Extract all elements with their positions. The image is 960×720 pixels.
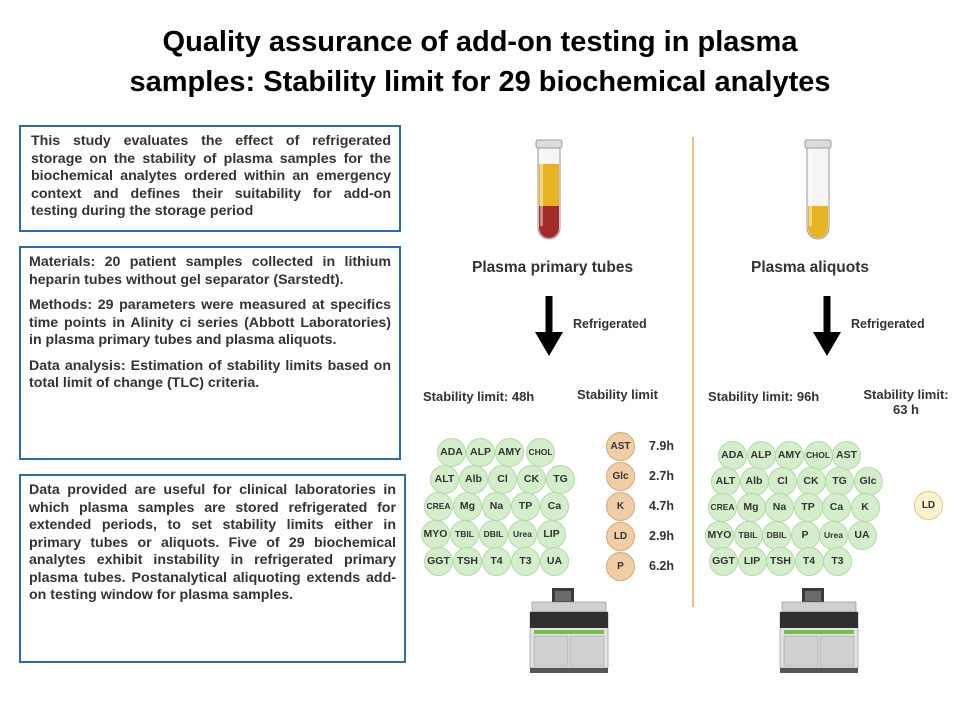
analyte-chol-circle: CHOL [803, 441, 833, 470]
poster-title: Quality assurance of add-on testing in p… [0, 22, 960, 102]
analyte-tg-circle: TG [825, 467, 854, 496]
analyte-tbil-circle: TBIL [450, 520, 479, 549]
methods-box: Materials: 20 patient samples collected … [19, 246, 401, 460]
aliquot-label: Plasma aliquots [751, 259, 870, 276]
aliquot-arrow-down-icon [813, 296, 841, 356]
analyte-alb-circle: Alb [459, 465, 488, 494]
analyte-alp-circle: ALP [746, 441, 776, 470]
analyte-tsh-circle: TSH [766, 547, 795, 576]
analyte-tp-circle: TP [793, 493, 823, 522]
aliquot-unstable-analyte: LD [914, 491, 943, 520]
analyte-tp-circle: TP [511, 492, 540, 521]
analyte-tsh-circle: TSH [453, 547, 482, 576]
analyte-k-circle: K [850, 493, 880, 522]
analyte-stability-hours: 7.9h [649, 439, 675, 453]
analyte-k-unstable-circle: K [606, 492, 635, 521]
title-line-2: samples: Stability limit for 29 biochemi… [129, 66, 831, 98]
analyte-crea-circle: CREA [424, 492, 453, 521]
analyte-alp-circle: ALP [466, 438, 495, 467]
title-line-1: Quality assurance of add-on testing in p… [162, 26, 798, 58]
analyte-tbil-circle: TBIL [733, 521, 763, 550]
primary-unstable-label: Stability limit [577, 387, 658, 402]
conclusion-box: Data provided are useful for clinical la… [19, 474, 406, 663]
analyzer-instrument-icon [779, 588, 859, 673]
primary-arrow-down-icon [535, 296, 563, 356]
aliquot-unstable-label-line1: Stability limit: [863, 387, 949, 402]
analyte-stability-hours: 2.9h [649, 529, 675, 543]
intro-text: This study evaluates the effect of refri… [31, 133, 391, 219]
analyte-amy-circle: AMY [495, 438, 524, 467]
aliquot-refrigerated-label: Refrigerated [851, 317, 925, 331]
analyte-dbil-circle: DBIL [762, 521, 791, 550]
analyte-mg-circle: Mg [736, 493, 766, 522]
primary-tube-icon [535, 139, 563, 240]
analyte-myo-circle: MYO [421, 520, 450, 549]
analyte-lip-circle: LIP [537, 520, 566, 549]
analyte-ua-circle: UA [847, 521, 877, 550]
methods-text: Methods: 29 parameters were measured at … [29, 297, 391, 348]
aliquot-stability-label: Stability limit: 96h [708, 389, 820, 404]
analyte-ck-circle: CK [517, 465, 546, 494]
analyte-cl-circle: Cl [768, 467, 797, 496]
analyte-ggt-circle: GGT [424, 547, 453, 576]
analyte-t4-circle: T4 [794, 547, 824, 576]
analyte-t4-circle: T4 [482, 547, 511, 576]
analyte-glc-circle: Glc [853, 467, 883, 496]
analyte-stability-hours: 4.7h [649, 499, 675, 513]
analyte-mg-circle: Mg [453, 492, 482, 521]
analyte-tg-circle: TG [546, 465, 575, 494]
analyte-alt-circle: ALT [711, 467, 740, 496]
analyte-t3-circle: T3 [823, 547, 852, 576]
analyte-ld-unstable-circle: LD [606, 522, 635, 551]
analyte-ada-circle: ADA [437, 438, 466, 467]
analyte-lip-circle: LIP [737, 547, 767, 576]
analyte-stability-hours: 2.7h [649, 469, 675, 483]
aliquot-unstable-label-line2: 63 h [892, 402, 919, 417]
primary-refrigerated-label: Refrigerated [573, 317, 647, 331]
analyte-p-circle: P [790, 521, 820, 550]
analyte-ast-unstable-circle: AST [606, 432, 635, 461]
analyzer-instrument-icon [529, 588, 609, 673]
analyte-dbil-circle: DBIL [479, 520, 508, 549]
analyte-p-unstable-circle: P [606, 552, 635, 581]
primary-stability-label: Stability limit: 48h [423, 389, 535, 404]
analyte-ggt-circle: GGT [709, 547, 738, 576]
analyte-chol-circle: CHOL [526, 438, 555, 467]
analyte-ca-circle: Ca [822, 493, 851, 522]
intro-box: This study evaluates the effect of refri… [19, 125, 401, 232]
analyte-crea-circle: CREA [708, 493, 737, 522]
analyte-na-circle: Na [765, 493, 794, 522]
conclusion-text: Data provided are useful for clinical la… [29, 482, 396, 603]
analysis-text: Data analysis: Estimation of stability l… [29, 357, 391, 392]
analyte-stability-hours: 6.2h [649, 559, 675, 573]
aliquot-unstable-label: Stability limit: 63 h [856, 387, 956, 417]
analyte-ck-circle: CK [796, 467, 826, 496]
analyte-alt-circle: ALT [430, 465, 459, 494]
analyte-ada-circle: ADA [718, 441, 747, 470]
analyte-ca-circle: Ca [540, 492, 569, 521]
primary-tubes-label: Plasma primary tubes [472, 259, 634, 276]
analyte-urea-circle: Urea [508, 520, 537, 549]
analyte-glc-unstable-circle: Glc [606, 462, 635, 491]
analyte-urea-circle: Urea [819, 521, 848, 550]
analyte-myo-circle: MYO [705, 521, 734, 550]
aliquot-tube-icon [804, 139, 832, 240]
analyte-ua-circle: UA [540, 547, 569, 576]
analyte-ast-circle: AST [832, 441, 861, 470]
analyte-na-circle: Na [482, 492, 511, 521]
column-divider [692, 137, 694, 607]
materials-text: Materials: 20 patient samples collected … [29, 254, 391, 288]
analyte-amy-circle: AMY [775, 441, 804, 470]
analyte-alb-circle: Alb [739, 467, 769, 496]
analyte-cl-circle: Cl [488, 465, 517, 494]
analyte-t3-circle: T3 [511, 547, 540, 576]
